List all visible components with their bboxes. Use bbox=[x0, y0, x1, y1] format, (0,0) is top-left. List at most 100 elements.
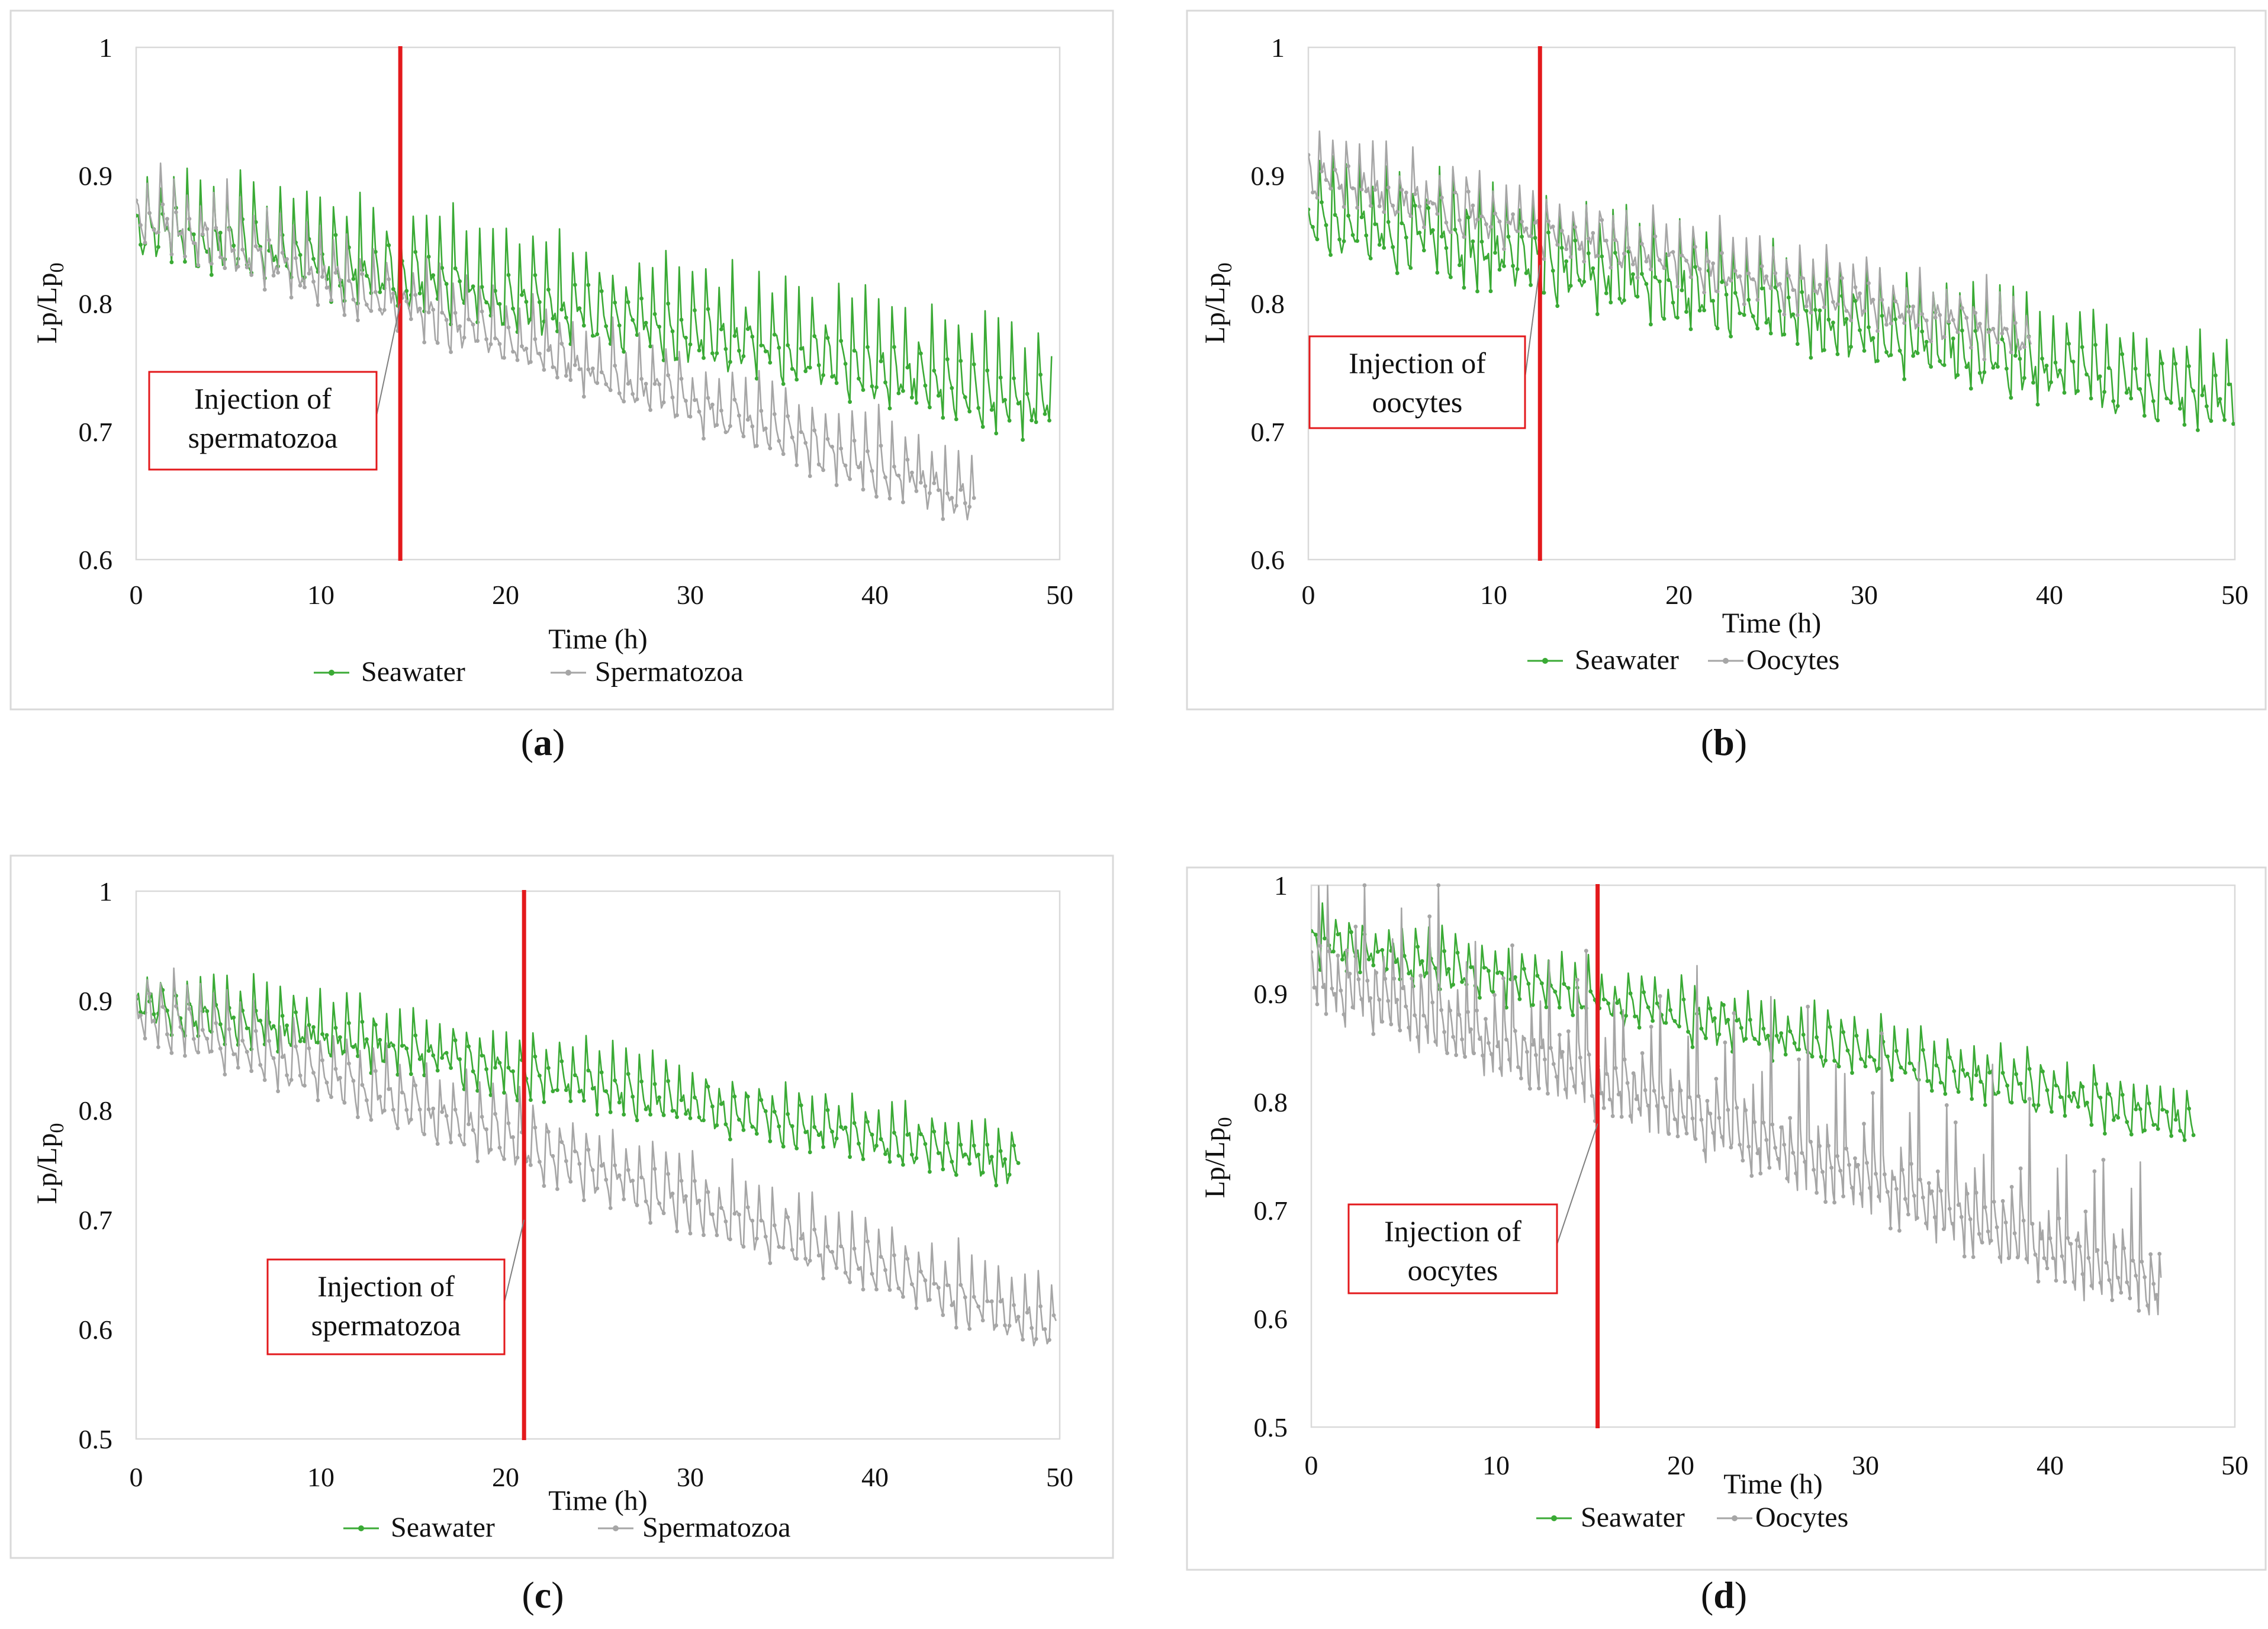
data-point bbox=[1504, 1005, 1508, 1010]
data-point bbox=[1918, 1177, 1922, 1182]
legend-swatch-marker bbox=[358, 1525, 364, 1531]
data-point bbox=[2227, 382, 2231, 387]
data-point bbox=[249, 1069, 254, 1074]
data-point bbox=[2005, 367, 2009, 371]
data-point bbox=[223, 1072, 227, 1077]
data-point bbox=[661, 400, 666, 404]
data-point bbox=[253, 244, 258, 249]
data-point bbox=[1813, 289, 1817, 293]
data-point bbox=[2009, 396, 2013, 400]
data-point bbox=[1382, 246, 1386, 250]
data-point bbox=[1025, 1310, 1030, 1315]
y-tick-label: 0.8 bbox=[1251, 289, 1285, 319]
data-point bbox=[887, 406, 892, 410]
data-point bbox=[710, 1212, 715, 1217]
data-point bbox=[1924, 339, 1929, 344]
data-point bbox=[852, 1121, 857, 1125]
data-point bbox=[1702, 290, 1707, 295]
data-point bbox=[262, 1078, 267, 1082]
data-point bbox=[1337, 237, 1342, 242]
data-point bbox=[1421, 225, 1426, 230]
data-point bbox=[967, 409, 972, 414]
data-point bbox=[1880, 298, 1884, 302]
data-point bbox=[205, 227, 210, 232]
data-point bbox=[533, 1125, 538, 1130]
data-point bbox=[2077, 1244, 2082, 1249]
data-point bbox=[1551, 1062, 1556, 1066]
data-point bbox=[258, 1063, 263, 1067]
data-point bbox=[1003, 398, 1007, 402]
data-point bbox=[675, 1115, 679, 1119]
y-tick-label: 0.5 bbox=[79, 1424, 113, 1454]
data-point bbox=[1531, 1042, 1535, 1047]
data-point bbox=[830, 1129, 834, 1134]
data-point bbox=[839, 446, 843, 451]
data-point bbox=[564, 1088, 568, 1093]
data-point bbox=[1661, 1095, 1665, 1100]
data-point bbox=[214, 226, 218, 230]
data-point bbox=[2089, 396, 2093, 401]
data-point bbox=[1817, 1144, 1822, 1148]
data-point bbox=[240, 1039, 245, 1043]
data-point bbox=[1944, 1103, 1949, 1107]
data-point bbox=[1819, 1055, 1823, 1059]
data-point bbox=[2024, 1257, 2029, 1261]
data-point bbox=[883, 1268, 887, 1273]
data-point bbox=[374, 249, 378, 254]
data-point bbox=[240, 248, 245, 252]
data-point bbox=[1566, 986, 1571, 990]
data-point bbox=[444, 1114, 449, 1118]
data-point bbox=[546, 1066, 551, 1070]
data-point bbox=[1880, 1031, 1884, 1036]
data-point bbox=[715, 1233, 719, 1238]
data-point bbox=[2231, 422, 2235, 426]
data-point bbox=[1047, 418, 1051, 423]
data-point bbox=[1373, 188, 1378, 192]
data-point bbox=[830, 445, 834, 449]
data-point bbox=[1513, 1029, 1517, 1033]
data-point bbox=[2050, 1110, 2054, 1114]
data-point bbox=[426, 255, 431, 259]
data-point bbox=[883, 1152, 887, 1156]
data-point bbox=[923, 1142, 928, 1146]
data-point bbox=[1554, 1075, 1559, 1079]
data-point bbox=[1430, 228, 1435, 232]
data-point bbox=[351, 297, 356, 302]
data-point bbox=[529, 1098, 533, 1102]
data-point bbox=[728, 359, 732, 364]
data-point bbox=[404, 288, 409, 293]
data-point bbox=[2107, 1092, 2112, 1096]
data-point bbox=[271, 273, 276, 278]
data-point bbox=[506, 325, 511, 330]
data-point bbox=[2009, 1185, 2014, 1189]
data-point bbox=[1764, 274, 1769, 279]
data-point bbox=[1404, 1004, 1408, 1008]
data-point bbox=[2080, 1084, 2085, 1089]
data-point bbox=[1968, 1217, 1973, 1222]
data-point bbox=[1358, 970, 1362, 975]
data-point bbox=[768, 1139, 773, 1143]
data-point bbox=[440, 1056, 445, 1060]
data-point bbox=[280, 1014, 285, 1018]
data-point bbox=[905, 1257, 910, 1261]
data-point bbox=[710, 402, 715, 407]
data-point bbox=[1355, 205, 1360, 210]
data-point bbox=[1996, 365, 2000, 369]
data-point bbox=[874, 1287, 879, 1291]
data-point bbox=[976, 1152, 981, 1157]
y-tick-label: 1 bbox=[99, 876, 112, 907]
data-point bbox=[794, 463, 799, 467]
data-point bbox=[156, 230, 160, 234]
data-point bbox=[2120, 352, 2125, 356]
data-point bbox=[1475, 289, 1479, 294]
data-point bbox=[311, 279, 316, 284]
data-point bbox=[1669, 1088, 1674, 1093]
data-point bbox=[688, 342, 693, 346]
data-point bbox=[400, 1043, 404, 1048]
data-point bbox=[1395, 998, 1400, 1002]
data-point bbox=[786, 1215, 790, 1220]
data-point bbox=[1400, 188, 1404, 192]
data-point bbox=[1696, 1094, 1701, 1098]
data-point bbox=[191, 232, 196, 237]
annotation-box bbox=[1308, 335, 1526, 429]
